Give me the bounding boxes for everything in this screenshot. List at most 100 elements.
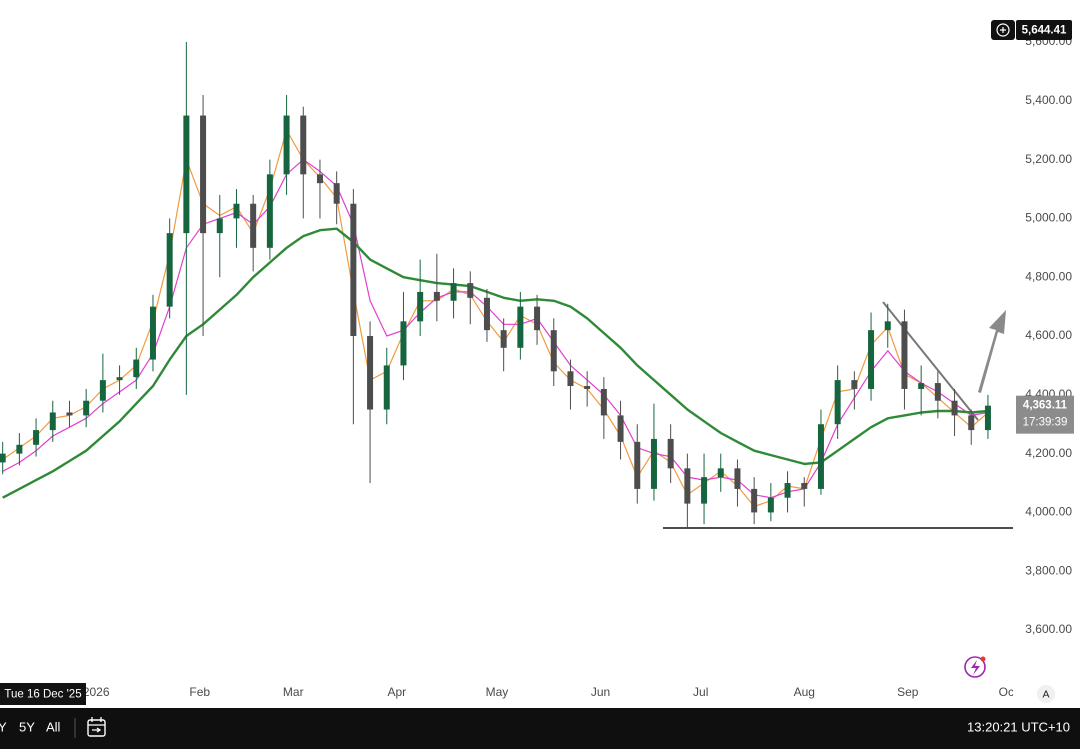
candle-body <box>250 203 257 248</box>
moving-average <box>2 227 989 499</box>
x-tick-label: Sep <box>897 685 919 699</box>
x-tick-label: May <box>486 685 509 699</box>
clock: 13:20:21 UTC+10 <box>967 719 1070 734</box>
candle-body <box>400 321 407 366</box>
candle-body <box>233 203 240 219</box>
candle-body <box>684 468 691 504</box>
range-button[interactable]: 5Y <box>19 719 35 734</box>
candle-body <box>567 371 574 387</box>
candle-body <box>166 233 173 307</box>
x-tick-label: Oct <box>999 685 1018 699</box>
candle-body <box>99 380 106 401</box>
y-tick-label: 4,200.00 <box>1025 446 1072 460</box>
x-tick-label: 2026 <box>83 685 110 699</box>
candle-body <box>968 415 975 431</box>
candle-body <box>216 218 223 234</box>
candle-body <box>918 383 925 389</box>
candle-body <box>316 174 323 184</box>
y-tick-label: 5,200.00 <box>1025 152 1072 166</box>
high-price-label: 5,644.41 <box>1022 25 1067 37</box>
auto-scale-label[interactable]: A <box>1042 688 1049 700</box>
candle-body <box>183 115 190 234</box>
candle-body <box>0 453 6 463</box>
candle-body <box>367 336 374 410</box>
candle-body <box>817 424 824 489</box>
x-tick-label: Feb <box>189 685 210 699</box>
candle-body <box>868 330 875 389</box>
y-tick-label: 5,000.00 <box>1025 211 1072 225</box>
candle-body <box>650 438 657 489</box>
range-button[interactable]: Y <box>0 719 7 734</box>
auto-scale-button[interactable]: A <box>1037 685 1055 703</box>
toolbar: Y 5Y All 13:20:21 UTC+10 <box>0 708 1080 749</box>
candle-body <box>517 306 524 348</box>
candle-body <box>600 388 607 416</box>
x-tick-label: Mar <box>283 685 304 699</box>
candle-body <box>333 183 340 204</box>
price-axis: 3,600.003,800.004,000.004,200.004,400.00… <box>1025 34 1072 636</box>
y-tick-label: 5,400.00 <box>1025 93 1072 107</box>
indicator-icon <box>964 656 986 678</box>
candle-body <box>667 438 674 469</box>
candle-body <box>450 283 457 301</box>
candle-body <box>784 483 791 498</box>
candle-body <box>49 412 56 431</box>
candle-body <box>884 321 891 331</box>
range-button[interactable]: All <box>46 719 61 734</box>
last-price: 4,363.11 17:39:39 <box>1016 395 1074 434</box>
time-axis: 2026 Feb Mar Apr May Jun Jul Aug Sep Oct <box>83 685 1018 699</box>
candle-body <box>149 306 156 360</box>
y-tick-label: 3,800.00 <box>1025 563 1072 577</box>
candle-body <box>951 400 958 416</box>
candle-body <box>266 174 273 248</box>
y-tick-label: 4,000.00 <box>1025 505 1072 519</box>
candle-body <box>550 330 557 372</box>
plot-area <box>0 42 1013 529</box>
last-price-label: 4,363.11 <box>1023 400 1068 412</box>
candle-body <box>717 468 724 478</box>
candle-body <box>283 115 290 175</box>
candle-body <box>634 441 641 489</box>
crosshair-date: Tue 16 Dec '25 <box>0 683 86 705</box>
candle-body <box>467 283 474 298</box>
y-tick-label: 4,800.00 <box>1025 269 1072 283</box>
candle-body <box>83 400 90 416</box>
candle-body <box>701 477 708 504</box>
candle-body <box>433 291 440 301</box>
countdown: 17:39:39 <box>1023 417 1068 429</box>
high-marker: 5,644.41 <box>991 20 1072 40</box>
candle-body <box>751 488 758 513</box>
candle-body <box>584 386 591 389</box>
x-tick-label: Aug <box>794 685 815 699</box>
x-tick-label: Jul <box>693 685 708 699</box>
candle-body <box>500 330 507 348</box>
candle-body <box>617 415 624 442</box>
candle-body <box>417 291 424 322</box>
candle-body <box>300 115 307 175</box>
candle-body <box>350 203 357 337</box>
candle-body <box>16 444 23 454</box>
candle-body <box>767 497 774 513</box>
arrow <box>978 310 1006 393</box>
x-tick-label: Apr <box>387 685 406 699</box>
candle-body <box>901 321 908 389</box>
candle-body <box>116 377 123 381</box>
candle-body <box>133 359 140 378</box>
candle-body <box>834 380 841 425</box>
x-tick-label: Jun <box>591 685 610 699</box>
date-range-button[interactable] <box>87 717 106 737</box>
candle-body <box>734 468 741 489</box>
candle-body <box>534 306 541 331</box>
candle-body <box>66 412 73 416</box>
candle-body <box>801 483 808 489</box>
candle-body <box>934 383 941 401</box>
trend-line <box>882 301 979 421</box>
y-tick-label: 3,600.00 <box>1025 622 1072 636</box>
candle-body <box>383 365 390 410</box>
candle-body <box>33 430 40 445</box>
y-tick-label: 4,600.00 <box>1025 328 1072 342</box>
candle-body <box>984 405 991 431</box>
crosshair-date-label: Tue 16 Dec '25 <box>4 689 81 701</box>
candle-body <box>851 380 858 389</box>
